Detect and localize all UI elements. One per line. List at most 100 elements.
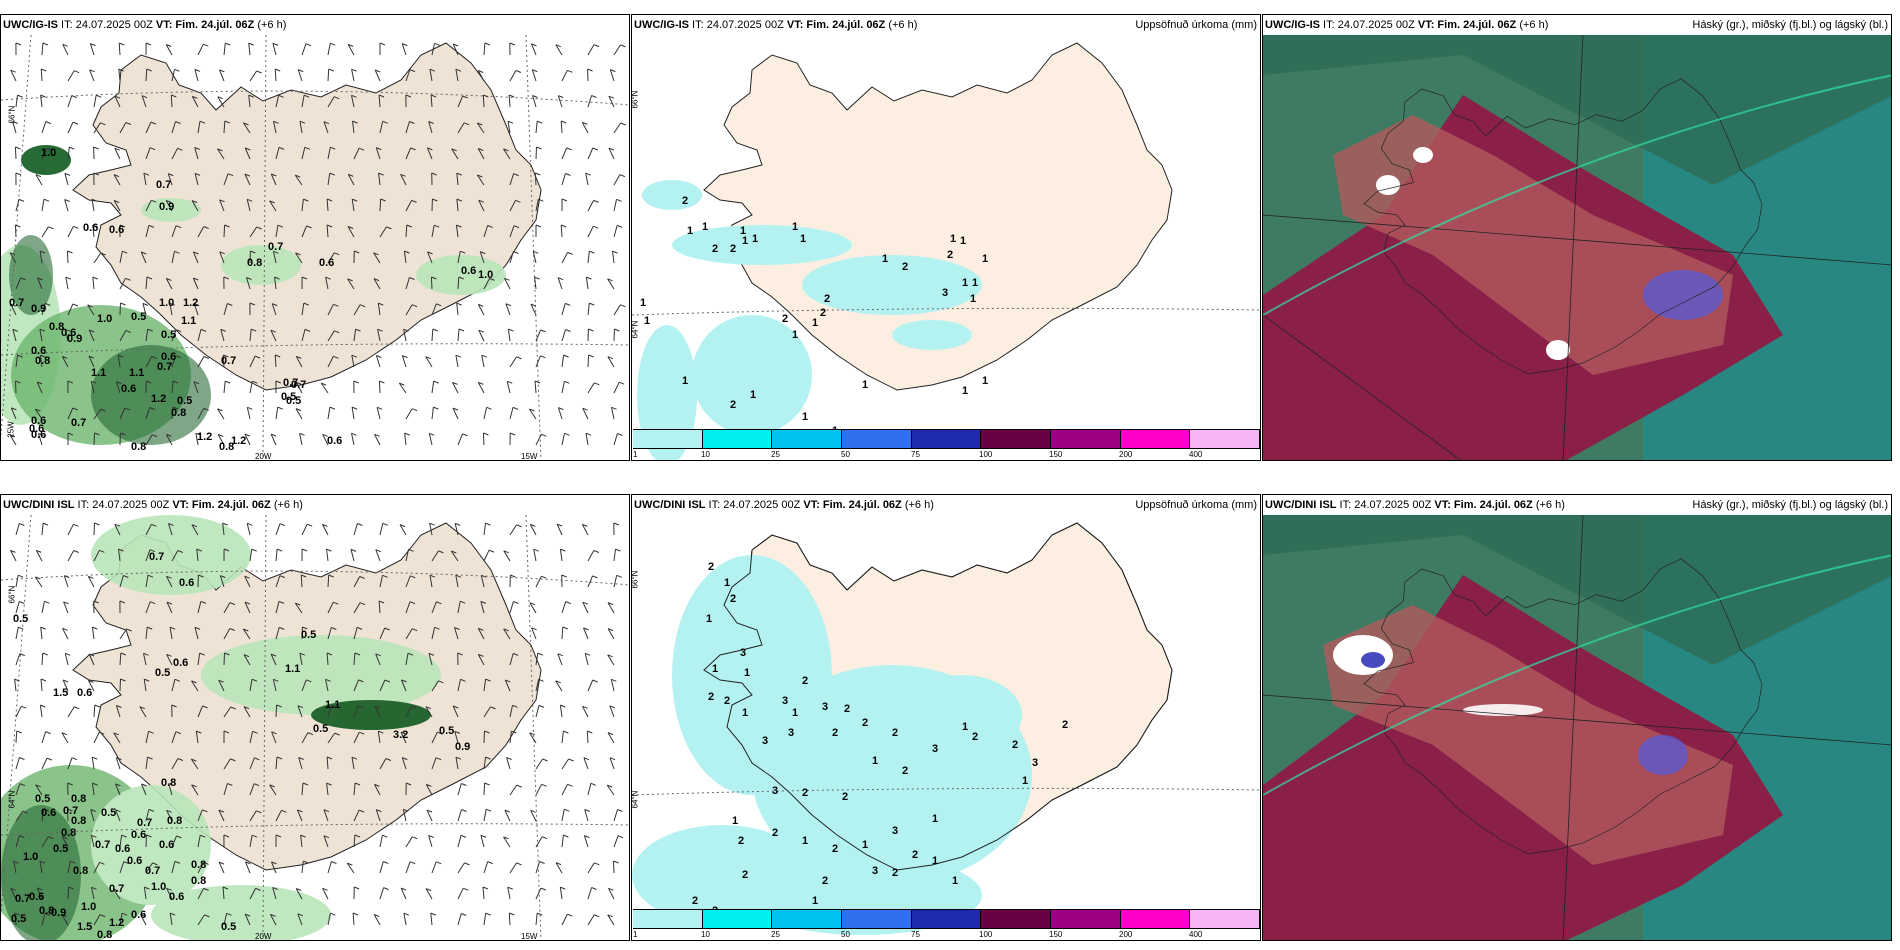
wind-barb xyxy=(483,706,491,718)
wind-barb xyxy=(67,407,74,420)
value-label: 2 xyxy=(708,561,715,573)
wind-barb-flag xyxy=(116,705,122,708)
wind-barb-flag xyxy=(17,354,23,358)
wind-barb-flag xyxy=(272,42,279,46)
wind-barb-flag xyxy=(347,226,354,229)
wind-barb xyxy=(326,756,329,770)
wind-barb-flag xyxy=(115,809,121,813)
wind-barb-flag xyxy=(555,44,561,48)
wind-barb xyxy=(194,69,199,82)
wind-barb-flag xyxy=(507,120,514,124)
wind-barb-flag xyxy=(47,147,53,151)
wind-barb-flag xyxy=(222,886,229,890)
wind-barb-flag xyxy=(67,808,73,812)
wind-barb-flag xyxy=(302,626,308,630)
wind-barb xyxy=(272,887,277,900)
wind-barb xyxy=(93,914,101,926)
wind-barb-flag xyxy=(612,250,618,254)
wind-barb xyxy=(561,731,564,744)
wind-barb xyxy=(301,523,308,536)
wind-barb-flag xyxy=(330,912,336,916)
wind-barb xyxy=(67,303,74,316)
legend-swatch xyxy=(702,430,773,448)
wind-barb xyxy=(41,121,47,134)
wind-barb-flag xyxy=(322,433,328,437)
wind-barb-flag xyxy=(333,601,339,605)
wind-barb-flag xyxy=(16,730,22,734)
wind-barb-flag xyxy=(351,354,357,358)
lon-20-tick-b: 20W xyxy=(255,932,272,941)
wind-barb-flag xyxy=(220,328,226,332)
wind-barb xyxy=(509,705,513,718)
wind-barb-flag xyxy=(203,407,209,411)
wind-barb xyxy=(196,549,199,562)
wind-barb-flag xyxy=(42,652,48,656)
wind-barb xyxy=(295,382,303,394)
wind-barb-flag xyxy=(166,809,172,813)
wind-barb xyxy=(327,356,334,368)
value-label: 0.6 xyxy=(131,829,147,841)
wind-barb-flag xyxy=(223,354,229,358)
legend-swatch xyxy=(842,910,912,928)
wind-barb-flag xyxy=(351,756,358,760)
value-label: 2 xyxy=(820,307,827,319)
wind-barb-flag xyxy=(269,784,275,788)
wind-barb xyxy=(405,121,410,134)
wind-barb xyxy=(67,757,73,770)
wind-barb xyxy=(509,784,518,796)
wind-barb-flag xyxy=(613,522,619,526)
value-label: 1 xyxy=(802,835,809,847)
wind-barb-flag xyxy=(244,173,251,177)
wind-barb-flag xyxy=(462,95,468,99)
wind-barb-flag xyxy=(15,42,22,46)
wind-barb-flag xyxy=(529,602,536,606)
wind-barb xyxy=(15,705,22,718)
wind-barb xyxy=(171,355,177,368)
wind-barb xyxy=(320,382,329,394)
wind-barb xyxy=(274,354,277,368)
wind-barb-flag xyxy=(166,433,172,437)
wind-barb xyxy=(194,627,199,640)
wind-barb xyxy=(405,836,413,848)
wind-barb-flag xyxy=(541,575,547,579)
wind-barb xyxy=(295,408,303,420)
wind-barb xyxy=(301,95,305,108)
wind-barb-flag xyxy=(194,303,200,307)
wind-barb-flag xyxy=(147,626,153,630)
wind-barb-flag xyxy=(174,250,180,254)
wind-barb xyxy=(145,809,150,822)
wind-barb xyxy=(613,225,618,238)
wind-barb-flag xyxy=(193,251,199,255)
wind-barb-flag xyxy=(168,783,174,786)
wind-barb-flag xyxy=(461,913,467,916)
bottom-colorbar-ticks: 1 10 25 50 75 100 150 200 400 xyxy=(633,929,1260,940)
wind-barb xyxy=(275,549,278,562)
wind-barb-flag xyxy=(224,224,230,228)
wind-barb-flag xyxy=(429,432,435,436)
wind-barb-flag xyxy=(96,94,102,98)
wind-barb-flag xyxy=(374,914,380,917)
wind-barb xyxy=(222,886,225,900)
wind-barb-flag xyxy=(244,913,251,917)
wind-barb xyxy=(93,432,95,446)
wind-barb xyxy=(404,433,407,446)
wind-barb xyxy=(561,601,567,614)
wind-barb-flag xyxy=(120,432,126,436)
wind-barb xyxy=(587,200,595,212)
wind-barb xyxy=(505,303,511,316)
value-label: 1.5 xyxy=(77,921,93,933)
legend-tick: 1 xyxy=(633,450,638,459)
wind-barb xyxy=(269,914,277,926)
lon-25-tick: 25W xyxy=(6,421,16,438)
wind-barb-flag xyxy=(37,381,43,385)
legend-swatch xyxy=(772,430,843,448)
wind-barb xyxy=(197,835,201,848)
legend-tick: 50 xyxy=(841,450,850,459)
value-label: 2 xyxy=(712,243,719,255)
wind-barb xyxy=(457,835,462,848)
wind-barb-flag xyxy=(328,68,334,72)
wind-barb xyxy=(39,355,43,368)
wind-barb-flag xyxy=(563,834,569,838)
wind-barb xyxy=(326,198,329,212)
wind-barb-flag xyxy=(91,834,97,838)
